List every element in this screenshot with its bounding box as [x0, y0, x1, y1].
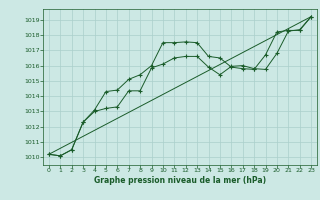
X-axis label: Graphe pression niveau de la mer (hPa): Graphe pression niveau de la mer (hPa) — [94, 176, 266, 185]
